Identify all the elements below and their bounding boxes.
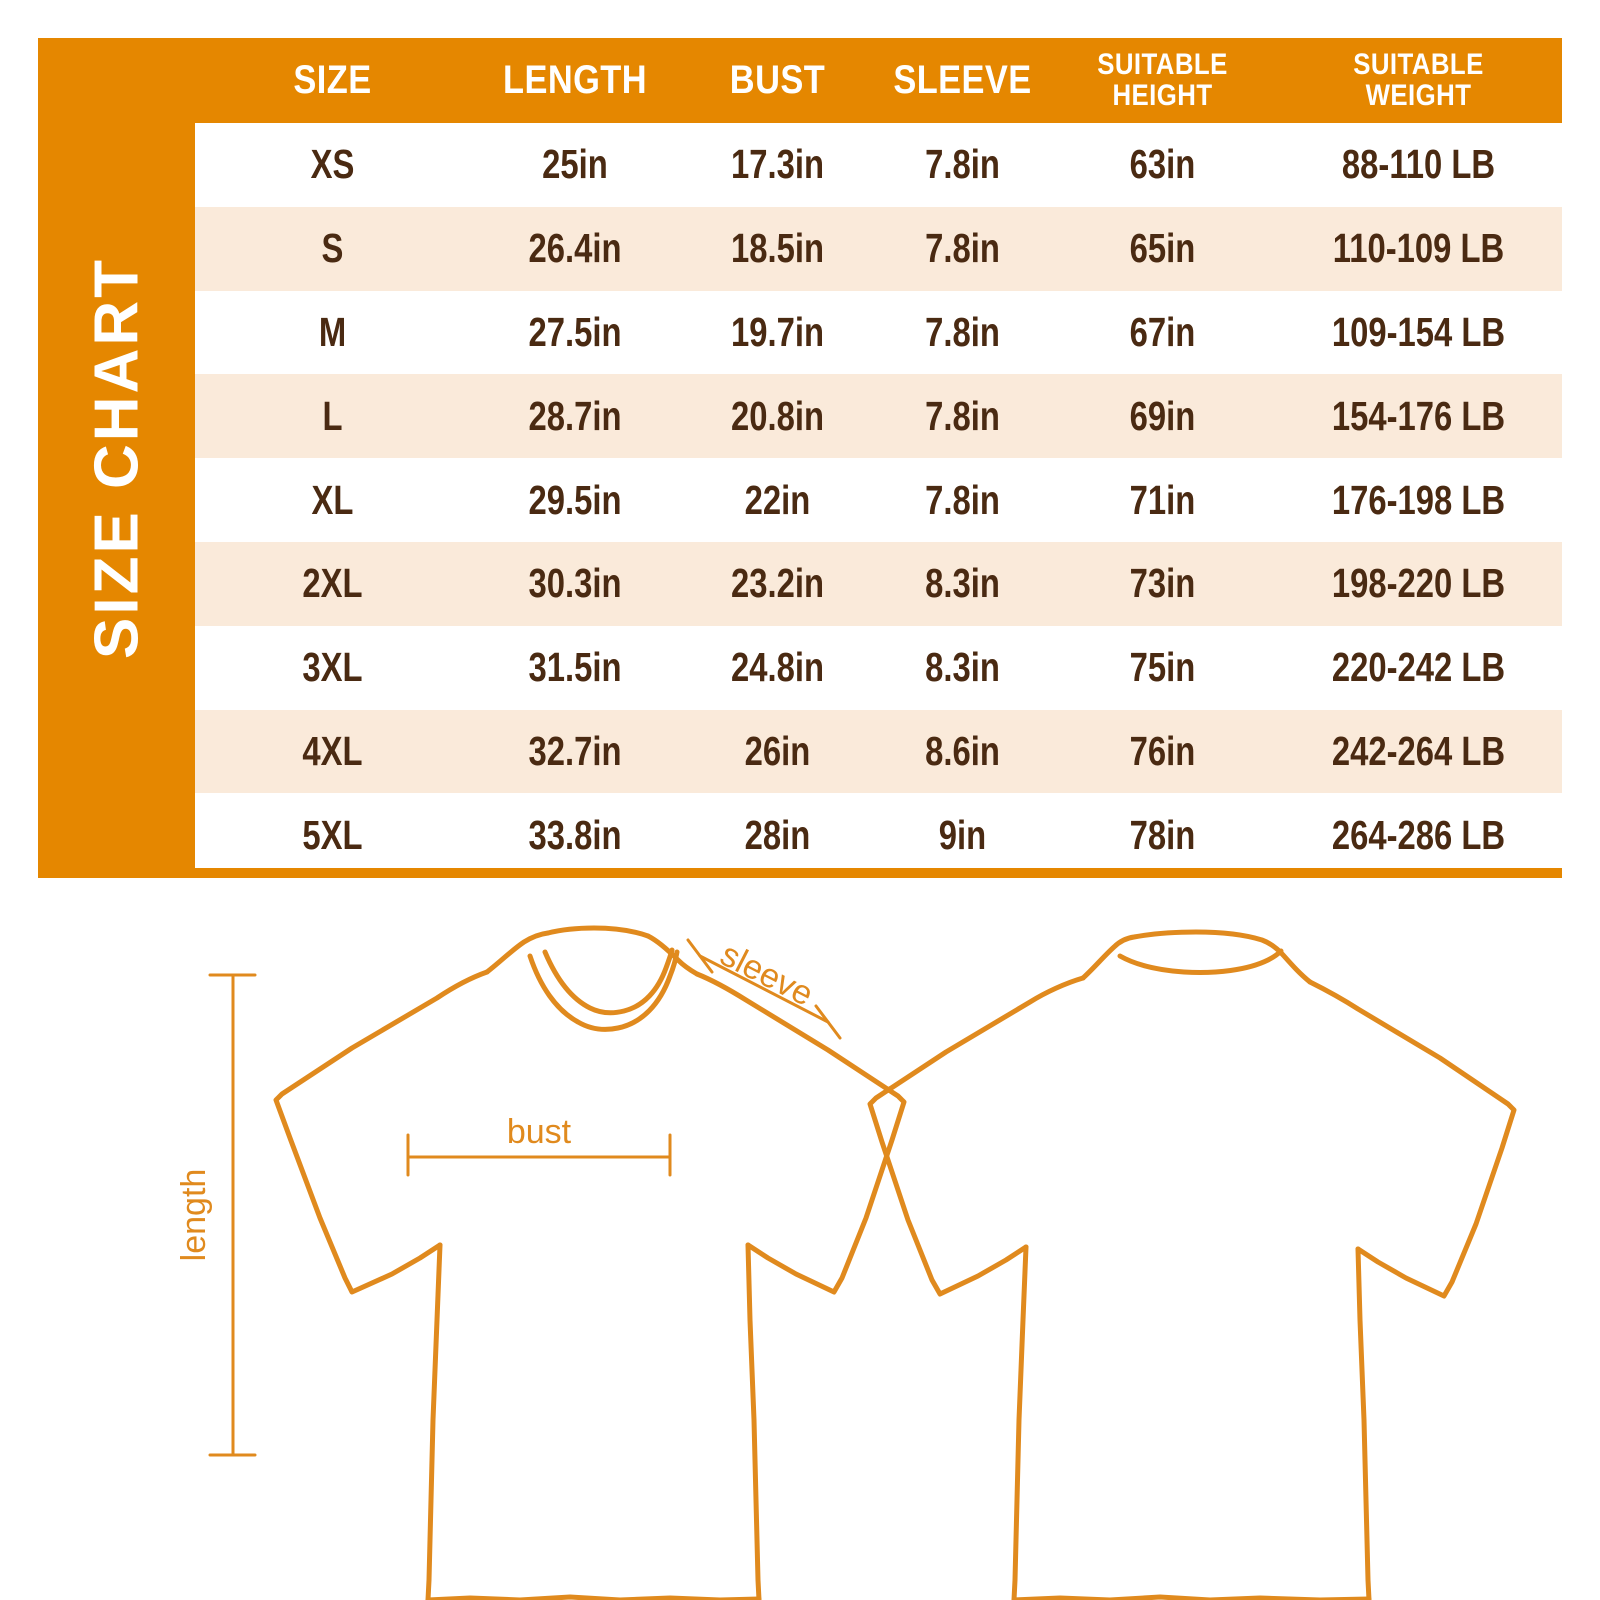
table-row: XL 29.5in 22in 7.8in 71in 176-198 LB	[195, 458, 1562, 542]
cell-weight: 109-154 LB	[1331, 308, 1506, 355]
cell-sleeve: 7.8in	[925, 476, 1000, 523]
tshirt-diagram: bust sleeve length	[0, 900, 1600, 1600]
sleeve-dimension	[686, 938, 842, 1040]
cell-bust: 23.2in	[731, 560, 824, 607]
cell-bust: 20.8in	[731, 392, 824, 439]
length-label: length	[175, 1169, 213, 1262]
cell-height: 76in	[1129, 727, 1196, 774]
bust-dimension	[406, 1133, 672, 1177]
cell-size: XL	[311, 476, 354, 523]
cell-sleeve: 7.8in	[925, 225, 1000, 272]
size-chart-table: SIZE LENGTH BUST SLEEVE SUITABLE HEIGHT …	[195, 38, 1562, 878]
cell-sleeve: 8.6in	[925, 727, 1000, 774]
table-row: M 27.5in 19.7in 7.8in 67in 109-154 LB	[195, 290, 1562, 375]
cell-weight: 198-220 LB	[1331, 560, 1506, 607]
cell-sleeve: 8.3in	[925, 560, 1000, 607]
sleeve-label: sleeve	[714, 935, 819, 1013]
cell-length: 26.4in	[528, 225, 622, 272]
tshirt-front-outline	[273, 925, 907, 1600]
cell-length: 31.5in	[528, 644, 622, 691]
cell-length: 33.8in	[528, 811, 622, 858]
table-row: L 28.7in 20.8in 7.8in 69in 154-176 LB	[195, 374, 1562, 459]
cell-bust: 17.3in	[731, 141, 824, 188]
cell-bust: 24.8in	[731, 644, 824, 691]
cell-weight: 88-110 LB	[1341, 141, 1496, 188]
cell-length: 30.3in	[528, 560, 622, 607]
cell-height: 67in	[1129, 308, 1196, 355]
bust-label: bust	[507, 1113, 572, 1151]
cell-height: 69in	[1129, 392, 1196, 439]
cell-height: 78in	[1129, 811, 1196, 858]
cell-sleeve: 7.8in	[925, 141, 1000, 188]
cell-weight: 220-242 LB	[1331, 644, 1506, 691]
cell-bust: 18.5in	[731, 225, 824, 272]
cell-sleeve: 7.8in	[925, 308, 1000, 355]
cell-size: 3XL	[302, 644, 363, 691]
cell-bust: 22in	[744, 476, 811, 523]
cell-weight: 264-286 LB	[1331, 811, 1506, 858]
cell-bust: 26in	[744, 727, 811, 774]
chart-bottom-divider	[38, 868, 1562, 878]
cell-sleeve: 8.3in	[925, 644, 1000, 691]
table-row: 3XL 31.5in 24.8in 8.3in 75in 220-242 LB	[195, 625, 1562, 710]
table-header-row: SIZE LENGTH BUST SLEEVE SUITABLE HEIGHT …	[195, 38, 1562, 123]
table-row: S 26.4in 18.5in 7.8in 65in 110-109 LB	[195, 206, 1562, 291]
column-header-bust: BUST	[729, 57, 826, 102]
size-chart-block: SIZE CHART SIZE LENGTH BUST SLEEVE SUITA…	[38, 38, 1562, 878]
cell-height: 63in	[1129, 141, 1196, 188]
tshirt-back-outline	[867, 929, 1517, 1600]
cell-length: 28.7in	[528, 392, 622, 439]
cell-length: 25in	[542, 141, 608, 188]
cell-height: 71in	[1129, 476, 1196, 523]
cell-size: S	[321, 225, 344, 272]
size-chart-sidebar: SIZE CHART	[38, 38, 195, 878]
cell-size: 4XL	[302, 727, 363, 774]
table-row: 5XL 33.8in 28in 9in 78in 264-286 LB	[195, 793, 1562, 878]
column-header-suitable-weight: SUITABLE WEIGHT	[1353, 47, 1484, 112]
cell-length: 32.7in	[528, 727, 622, 774]
cell-size: 5XL	[302, 811, 363, 858]
cell-weight: 110-109 LB	[1332, 225, 1505, 272]
cell-size: XS	[310, 141, 355, 188]
table-row: 2XL 30.3in 23.2in 8.3in 73in 198-220 LB	[195, 541, 1562, 626]
cell-weight: 176-198 LB	[1331, 476, 1506, 523]
column-header-sleeve: SLEEVE	[893, 57, 1032, 102]
cell-bust: 28in	[744, 811, 811, 858]
cell-sleeve: 7.8in	[925, 392, 1000, 439]
size-chart-title: SIZE CHART	[82, 257, 151, 659]
cell-height: 73in	[1129, 560, 1196, 607]
cell-size: 2XL	[302, 560, 363, 607]
column-header-size: SIZE	[293, 57, 372, 102]
cell-length: 29.5in	[528, 476, 622, 523]
table-row: 4XL 32.7in 26in 8.6in 76in 242-264 LB	[195, 709, 1562, 794]
cell-height: 65in	[1129, 225, 1196, 272]
cell-length: 27.5in	[528, 308, 622, 355]
table-row: XS 25in 17.3in 7.8in 63in 88-110 LB	[195, 123, 1562, 207]
cell-height: 75in	[1129, 644, 1196, 691]
length-dimension	[208, 973, 257, 1457]
cell-weight: 154-176 LB	[1331, 392, 1506, 439]
cell-size: M	[318, 308, 347, 355]
cell-size: L	[322, 392, 343, 439]
cell-bust: 19.7in	[731, 308, 824, 355]
cell-weight: 242-264 LB	[1331, 727, 1506, 774]
column-header-suitable-height: SUITABLE HEIGHT	[1097, 47, 1228, 112]
column-header-length: LENGTH	[503, 57, 647, 102]
cell-sleeve: 9in	[938, 811, 987, 858]
